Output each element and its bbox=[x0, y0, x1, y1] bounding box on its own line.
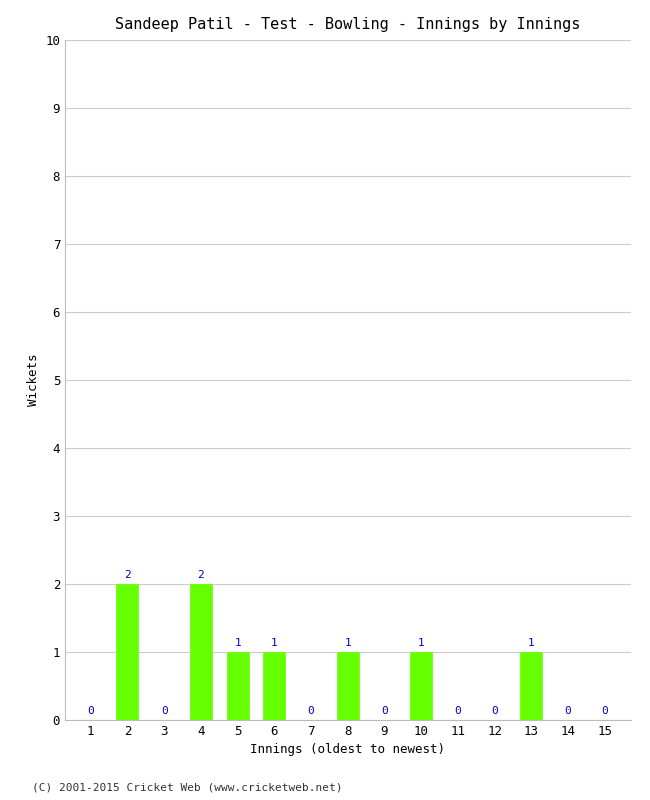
Y-axis label: Wickets: Wickets bbox=[27, 354, 40, 406]
Bar bbox=[227, 652, 248, 720]
Text: 1: 1 bbox=[344, 638, 351, 648]
Bar bbox=[116, 584, 138, 720]
Text: 0: 0 bbox=[454, 706, 462, 716]
Text: 0: 0 bbox=[565, 706, 571, 716]
Bar bbox=[263, 652, 285, 720]
Bar bbox=[190, 584, 212, 720]
Text: 1: 1 bbox=[234, 638, 241, 648]
Bar bbox=[410, 652, 432, 720]
Text: 2: 2 bbox=[198, 570, 204, 580]
Text: 1: 1 bbox=[271, 638, 278, 648]
Bar bbox=[521, 652, 542, 720]
Text: 2: 2 bbox=[124, 570, 131, 580]
Bar bbox=[337, 652, 359, 720]
Text: 0: 0 bbox=[491, 706, 498, 716]
Text: 0: 0 bbox=[161, 706, 168, 716]
Text: 0: 0 bbox=[87, 706, 94, 716]
Text: (C) 2001-2015 Cricket Web (www.cricketweb.net): (C) 2001-2015 Cricket Web (www.cricketwe… bbox=[32, 782, 343, 792]
Text: 0: 0 bbox=[381, 706, 388, 716]
Title: Sandeep Patil - Test - Bowling - Innings by Innings: Sandeep Patil - Test - Bowling - Innings… bbox=[115, 17, 580, 32]
Text: 0: 0 bbox=[601, 706, 608, 716]
Text: 1: 1 bbox=[418, 638, 424, 648]
X-axis label: Innings (oldest to newest): Innings (oldest to newest) bbox=[250, 743, 445, 757]
Text: 0: 0 bbox=[307, 706, 315, 716]
Text: 1: 1 bbox=[528, 638, 535, 648]
